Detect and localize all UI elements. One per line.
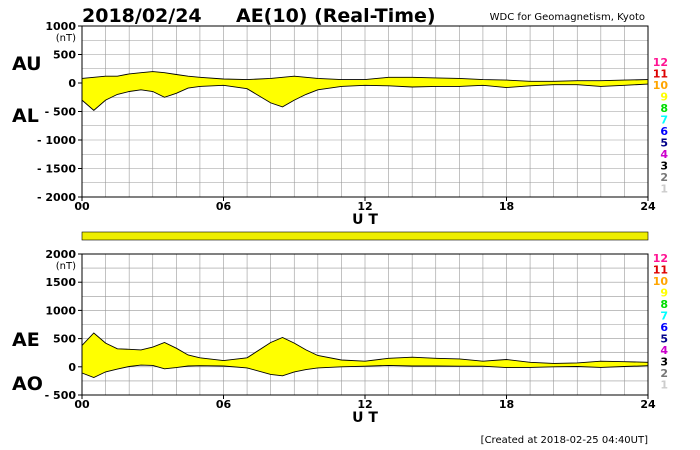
legend-entry: 4 [660,148,668,161]
legend-entry: 11 [653,264,668,277]
x-tick-label: 06 [216,200,232,213]
legend-entry: 12 [653,252,668,265]
y-tick-label: - 500 [45,106,77,119]
legend-entry: 3 [660,160,668,173]
series-label-au: AU [12,53,42,75]
x-tick-label: 24 [640,200,656,213]
ae-ao-panel: 2000 1500 1000 500 0 - 500 (nT) 00 06 12 18 24 U T AE… [12,248,656,426]
legend-entry: 6 [660,321,668,334]
legend-entry: 9 [660,91,668,104]
unit-label: (nT) [56,261,76,272]
y-tick-label: 0 [68,77,76,90]
x-tick-label: 00 [74,200,90,213]
x-tick-label: 18 [499,398,514,411]
series-label-ao: AO [12,373,43,395]
legend-entry: 2 [660,171,668,184]
x-tick-label: 00 [74,398,90,411]
legend-entry: 12 [653,56,668,69]
legend-entry: 1 [660,183,668,196]
y-tick-label: 0 [68,361,76,374]
y-tick-label: 2000 [45,248,76,261]
legend-entry: 7 [660,114,668,127]
legend-entry: 11 [653,68,668,81]
y-tick-label: 500 [53,333,76,346]
legend-entry: 6 [660,125,668,138]
x-tick-label: 24 [640,398,656,411]
legend-entry: 8 [660,102,668,115]
band-fill [82,71,648,111]
legend-entry: 5 [660,137,668,150]
y-tick-label: - 1500 [37,163,76,176]
x-tick-label: 12 [357,200,372,213]
legend-entry: 5 [660,333,668,346]
x-axis-title: U T [352,212,378,228]
legend-entry: 4 [660,344,668,357]
data-status-bar [81,231,649,241]
band-fill [82,333,648,378]
source-label: WDC for Geomagnetism, Kyoto [490,12,645,23]
y-tick-label: 500 [53,49,76,62]
legend-entry: 7 [660,310,668,323]
legend-entry: 9 [660,287,668,300]
x-axis-title: U T [352,410,378,426]
series-label-al: AL [12,105,39,127]
created-timestamp: [Created at 2018-02-25 04:40UT] [481,435,648,446]
y-tick-label: 1000 [45,304,76,317]
series-line-al [81,83,649,111]
y-tick-label: - 1000 [37,134,76,147]
y-tick-label: 1500 [45,276,76,289]
y-tick-label: - 2000 [37,191,76,204]
y-tick-label: 1000 [45,20,76,33]
series-line-ae [81,332,649,364]
index-title: AE(10) (Real-Time) [236,5,436,27]
x-tick-label: 06 [216,398,232,411]
unit-label: (nT) [56,33,76,44]
legend-entry: 10 [653,275,669,288]
legend-entry: 8 [660,298,668,311]
legend-entry: 3 [660,356,668,369]
y-tick-label: - 500 [45,389,77,402]
date-title: 2018/02/24 [82,5,202,27]
series-line-ao [81,364,649,378]
series-label-ae: AE [12,329,40,351]
x-tick-label: 12 [357,398,372,411]
x-tick-label: 18 [499,200,514,213]
series-line-au [81,71,649,82]
legend-entry: 10 [653,79,669,92]
legend-entry: 1 [660,379,668,392]
au-al-panel: 1000 500 0 - 500 - 1000 - 1500 - 2000 (nT) 00 06 1… [12,20,656,228]
legend-entry: 2 [660,367,668,380]
